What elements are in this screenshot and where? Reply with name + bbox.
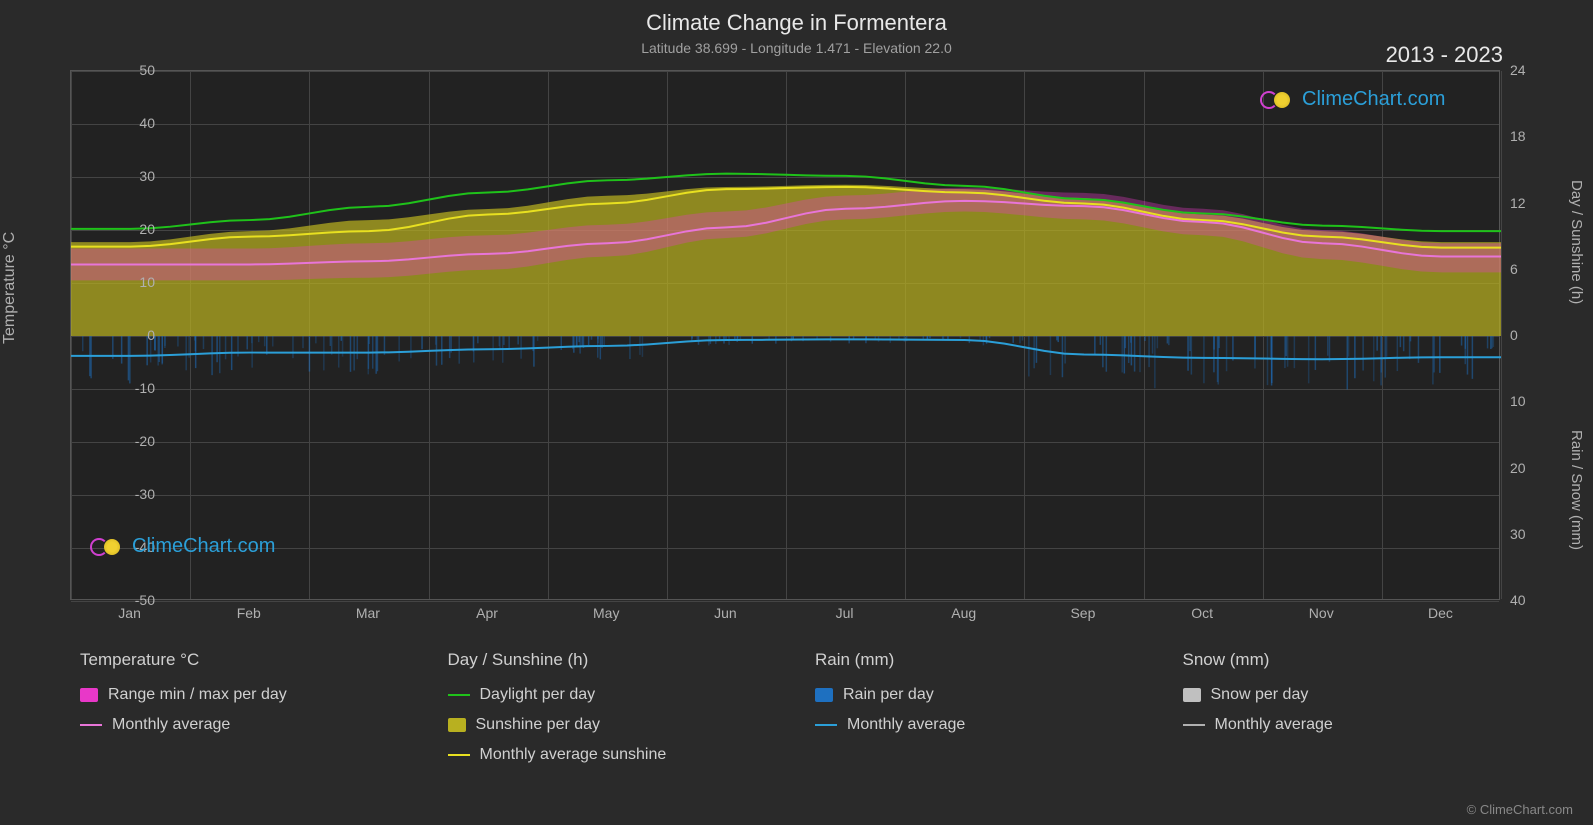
legend-label: Range min / max per day (108, 686, 287, 704)
grid-line (71, 601, 1499, 602)
legend-swatch (448, 754, 470, 756)
x-tick: Oct (1191, 605, 1213, 621)
x-tick: May (593, 605, 619, 621)
x-tick: Jan (118, 605, 141, 621)
legend-header: Snow (mm) (1183, 650, 1531, 670)
grid-line (1501, 71, 1502, 599)
legend-item: Daylight per day (448, 686, 796, 704)
y-tick-left: 10 (115, 274, 155, 290)
y-tick-left: -10 (115, 380, 155, 396)
legend-swatch (448, 718, 466, 732)
x-tick: Aug (951, 605, 976, 621)
x-tick: Sep (1070, 605, 1095, 621)
year-range: 2013 - 2023 (1386, 42, 1503, 68)
y-tick-left: 30 (115, 168, 155, 184)
y-axis-right-top-label: Day / Sunshine (h) (1568, 180, 1585, 304)
legend-label: Daylight per day (480, 686, 596, 704)
y-tick-right: 24 (1510, 62, 1550, 78)
legend-item: Monthly average (815, 716, 1163, 734)
y-tick-left: -30 (115, 486, 155, 502)
legend-header: Rain (mm) (815, 650, 1163, 670)
legend-header: Day / Sunshine (h) (448, 650, 796, 670)
y-tick-right: 6 (1510, 261, 1550, 277)
legend-column: Temperature °C Range min / max per day Mon… (80, 650, 428, 764)
x-tick: Feb (237, 605, 261, 621)
y-tick-left: 40 (115, 115, 155, 131)
legend-swatch (80, 688, 98, 702)
y-tick-right: 12 (1510, 195, 1550, 211)
legend-label: Monthly average sunshine (480, 746, 667, 764)
y-tick-right: 10 (1510, 393, 1550, 409)
y-tick-left: 20 (115, 221, 155, 237)
legend-header: Temperature °C (80, 650, 428, 670)
legend-label: Sunshine per day (476, 716, 601, 734)
legend-label: Rain per day (843, 686, 934, 704)
legend-item: Monthly average sunshine (448, 746, 796, 764)
legend-column: Snow (mm) Snow per day Monthly average (1183, 650, 1531, 764)
legend-item: Rain per day (815, 686, 1163, 704)
y-tick-left: 50 (115, 62, 155, 78)
legend-item: Sunshine per day (448, 716, 796, 734)
x-tick: Apr (476, 605, 498, 621)
legend-item: Monthly average (80, 716, 428, 734)
legend-item: Snow per day (1183, 686, 1531, 704)
watermark-top: ClimeChart.com (1260, 88, 1445, 111)
legend-label: Monthly average (112, 716, 230, 734)
climechart-logo-icon (90, 537, 126, 557)
watermark-bottom: ClimeChart.com (90, 535, 275, 558)
chart-svg (71, 71, 1501, 601)
legend-swatch (815, 724, 837, 726)
legend-swatch (80, 724, 102, 726)
chart-title: Climate Change in Formentera (0, 10, 1593, 36)
climechart-logo-icon (1260, 90, 1296, 110)
y-axis-left-label: Temperature °C (1, 232, 19, 344)
y-tick-right: 0 (1510, 327, 1550, 343)
legend: Temperature °C Range min / max per day Mon… (80, 650, 1530, 764)
legend-swatch (1183, 688, 1201, 702)
copyright: © ClimeChart.com (1467, 802, 1573, 817)
y-tick-right: 40 (1510, 592, 1550, 608)
y-tick-left: -20 (115, 433, 155, 449)
chart-subtitle: Latitude 38.699 - Longitude 1.471 - Elev… (0, 40, 1593, 56)
rain-bars (82, 336, 1494, 390)
x-tick: Dec (1428, 605, 1453, 621)
plot-area (70, 70, 1500, 600)
y-tick-right: 20 (1510, 460, 1550, 476)
legend-label: Snow per day (1211, 686, 1309, 704)
legend-swatch (1183, 724, 1205, 726)
legend-item: Monthly average (1183, 716, 1531, 734)
y-tick-right: 30 (1510, 526, 1550, 542)
y-tick-right: 18 (1510, 128, 1550, 144)
y-axis-right-bottom-label: Rain / Snow (mm) (1568, 430, 1585, 550)
legend-column: Rain (mm) Rain per day Monthly average (815, 650, 1163, 764)
legend-label: Monthly average (1215, 716, 1333, 734)
x-tick: Nov (1309, 605, 1334, 621)
x-tick: Jun (714, 605, 737, 621)
legend-swatch (815, 688, 833, 702)
legend-swatch (448, 694, 470, 696)
x-tick: Jul (836, 605, 854, 621)
legend-column: Day / Sunshine (h) Daylight per day Sunshi… (448, 650, 796, 764)
watermark-text: ClimeChart.com (1302, 88, 1445, 111)
legend-item: Range min / max per day (80, 686, 428, 704)
watermark-text: ClimeChart.com (132, 535, 275, 558)
y-tick-left: 0 (115, 327, 155, 343)
x-tick: Mar (356, 605, 380, 621)
legend-label: Monthly average (847, 716, 965, 734)
